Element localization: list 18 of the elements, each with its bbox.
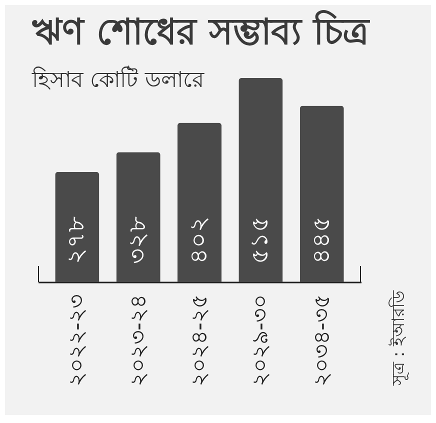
- chart-subtitle: হিসাব কোটি ডলারে: [32, 68, 204, 94]
- bar: [55, 172, 100, 282]
- x-tick-label: ২০২৪-২৫: [188, 294, 212, 386]
- chart-title: ঋণ শোধের সম্ভাব্য চিত্র: [32, 11, 369, 54]
- bar: [300, 106, 344, 282]
- text: সূত্র : ইআরডি: [388, 290, 410, 386]
- x-tick-label: ২০৩৪-৩৫: [310, 294, 335, 386]
- data-label: ৪৪৫: [306, 216, 335, 264]
- bar: [238, 78, 283, 282]
- data-label: ৪০২: [184, 216, 212, 264]
- data-label: ৩২৮: [123, 216, 152, 264]
- bar: [116, 152, 160, 282]
- bar: [177, 122, 222, 282]
- x-tick-label: ২০২৩-২৪: [126, 294, 152, 386]
- x-tick-label: ২০২৯-৩০: [248, 294, 274, 386]
- data-label: ৫১৫: [246, 216, 274, 264]
- data-label: ২৭৮: [62, 216, 90, 264]
- x-tick-label: ২০২২-২৩: [65, 294, 90, 386]
